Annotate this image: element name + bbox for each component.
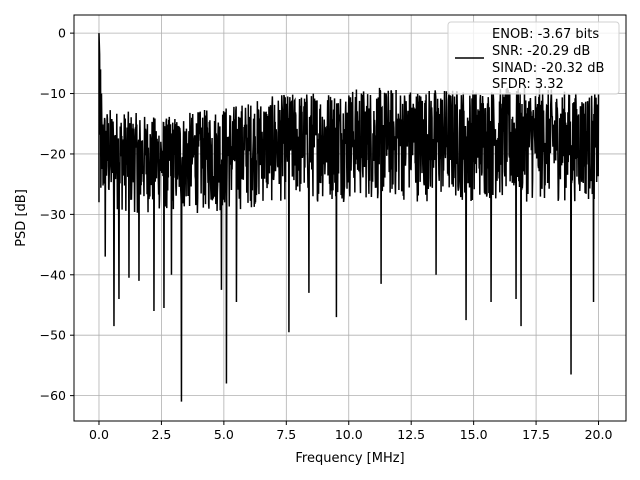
legend-enob: ENOB: -3.67 bits [492, 27, 599, 42]
y-tick-label: −10 [40, 86, 66, 101]
x-tick-label: 0.0 [89, 427, 109, 442]
x-tick-label: 10.0 [335, 427, 363, 442]
x-tick-label: 17.5 [522, 427, 550, 442]
y-tick-label: −50 [40, 328, 66, 343]
y-tick-label: 0 [58, 26, 66, 41]
y-axis-label: PSD [dB] [14, 189, 29, 247]
legend-box [447, 21, 620, 95]
x-tick-label: 7.5 [276, 427, 296, 442]
legend-snr: SNR: -20.29 dB [492, 44, 590, 59]
x-tick-label: 20.0 [585, 427, 613, 442]
x-tick-label: 5.0 [214, 427, 234, 442]
plot-frame [73, 14, 627, 422]
y-tick-label: −40 [40, 267, 66, 282]
x-tick-label: 2.5 [151, 427, 171, 442]
legend-sfdr: SFDR: 3.32 [492, 77, 564, 92]
plot-area [98, 33, 600, 402]
x-tick-label: 15.0 [460, 427, 488, 442]
legend: ENOB: -3.67 bits SNR: -20.29 dB SINAD: -… [447, 21, 620, 95]
y-tick-label: −60 [40, 388, 66, 403]
series-line [98, 33, 600, 402]
x-axis-label: Frequency [MHz] [295, 451, 404, 466]
x-tick-label: 12.5 [397, 427, 425, 442]
y-tick-label: −20 [40, 146, 66, 161]
y-tick-label: −30 [40, 207, 66, 222]
legend-sinad: SINAD: -20.32 dB [492, 61, 604, 76]
y-axis-ticks: 0 −10 −20 −30 −40 −50 −60 [40, 26, 74, 403]
x-axis-ticks: 0.0 2.5 5.0 7.5 10.0 12.5 15.0 17.5 20.0 [89, 421, 612, 442]
